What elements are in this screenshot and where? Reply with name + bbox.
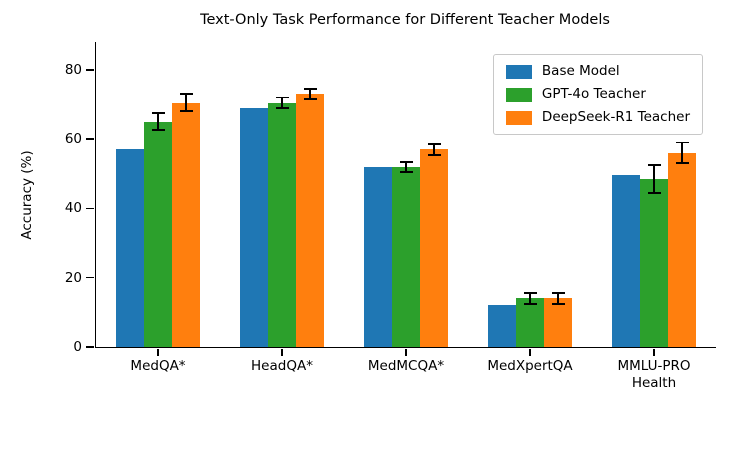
y-tick-label-60: 60 [64, 131, 82, 148]
bar-deepseek-r1-teacher-medmcqa [420, 149, 448, 347]
y-tick-label-20: 20 [64, 269, 82, 286]
x-tick-mark-medqa [157, 348, 159, 356]
legend-swatch-deepseek-r1-teacher [505, 110, 532, 125]
bar-base-model-medmcqa [364, 166, 392, 347]
chart-title: Text-Only Task Performance for Different… [200, 12, 610, 28]
error-bar-gpt-4o-teacher-headqa [275, 96, 289, 109]
bar-gpt-4o-teacher-medmcqa [392, 166, 420, 347]
bar-base-model-headqa [240, 107, 268, 347]
y-tick-mark-80 [86, 68, 95, 71]
bar-deepseek-r1-teacher-medqa [172, 102, 200, 347]
y-tick-label-40: 40 [64, 200, 82, 217]
bar-gpt-4o-teacher-medxpertqa [516, 298, 544, 347]
bar-deepseek-r1-teacher-headqa [296, 94, 324, 347]
plot-area: Base Model GPT-4o Teacher DeepSeek-R1 Teac… [65, 42, 716, 391]
x-tick-label-headqa: HeadQA* [251, 358, 313, 374]
legend-item-deepseek-r1-teacher: DeepSeek-R1 Teacher [505, 109, 690, 125]
y-tick-mark-60 [86, 138, 95, 140]
y-axis-label: Accuracy (%) [19, 150, 35, 240]
x-tick-mark-medmcqa [405, 348, 407, 356]
error-bar-deepseek-r1-teacher-medxpertqa [551, 292, 565, 305]
legend-label-gpt-4o-teacher: GPT-4o Teacher [541, 86, 646, 102]
error-bar-deepseek-r1-teacher-headqa [303, 87, 317, 101]
error-bar-gpt-4o-teacher-medxpertqa [523, 292, 537, 305]
bar-gpt-4o-teacher-headqa [268, 102, 296, 347]
error-bar-deepseek-r1-teacher-medmcqa [427, 143, 441, 156]
error-bar-gpt-4o-teacher-medmcqa [399, 160, 413, 173]
error-bar-deepseek-r1-teacher-mmlu-pro-health [675, 141, 689, 165]
error-bar-deepseek-r1-teacher-medqa [179, 93, 193, 113]
bar-gpt-4o-teacher-mmlu-pro-health [640, 178, 668, 347]
bar-base-model-mmlu-pro-health [612, 175, 640, 347]
y-tick-mark-20 [86, 276, 95, 279]
x-tick-mark-medxpertqa [529, 348, 531, 356]
x-tick-label-medmcqa: MedMCQA* [367, 358, 445, 374]
x-tick-mark-headqa [281, 348, 283, 356]
error-bar-gpt-4o-teacher-medqa [151, 112, 165, 132]
x-tick-mark-mmlu-pro-health [653, 348, 655, 356]
legend: Base Model GPT-4o Teacher DeepSeek-R1 Teac… [492, 54, 703, 135]
bar-gpt-4o-teacher-medqa [144, 121, 172, 347]
y-tick-label-80: 80 [64, 61, 82, 78]
legend-swatch-base-model [505, 64, 532, 79]
x-tick-label-medqa: MedQA* [130, 358, 186, 374]
bar-deepseek-r1-teacher-medxpertqa [544, 298, 572, 347]
legend-label-base-model: Base Model [541, 63, 620, 79]
bar-base-model-medxpertqa [488, 305, 516, 347]
y-tick-label-0: 0 [73, 339, 82, 355]
legend-item-base-model: Base Model [505, 63, 690, 79]
bar-base-model-medqa [116, 149, 144, 347]
error-bar-gpt-4o-teacher-mmlu-pro-health [647, 164, 661, 194]
x-tick-label-mmlu-pro-health: MMLU-PRO Health [617, 358, 691, 391]
y-tick-mark-40 [86, 207, 95, 210]
legend-item-gpt-4o-teacher: GPT-4o Teacher [505, 86, 690, 102]
y-tick-mark-0 [86, 346, 95, 348]
x-tick-label-medxpertqa: MedXpertQA [487, 358, 573, 374]
legend-swatch-gpt-4o-teacher [505, 87, 532, 102]
bar-deepseek-r1-teacher-mmlu-pro-health [668, 152, 696, 347]
legend-label-deepseek-r1-teacher: DeepSeek-R1 Teacher [541, 109, 690, 125]
